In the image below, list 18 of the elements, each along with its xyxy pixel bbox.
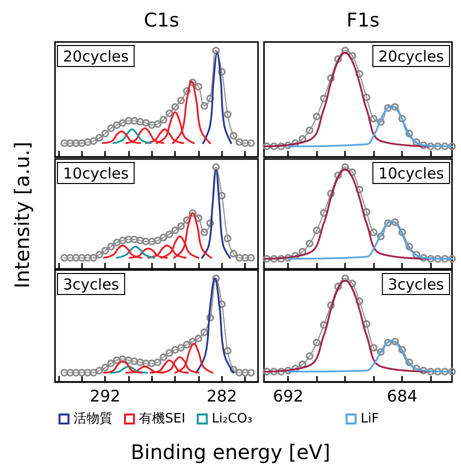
legend-label: 有機SEI [139,412,186,426]
annotation: 10cycles [63,164,129,182]
x-axis-title: Binding energy [eV] [130,440,332,464]
chart-title: C1s [144,10,180,32]
annotation: 3cycles [63,276,120,294]
legend-label: Li₂CO₃ [212,412,252,426]
x-tick-label: 684 [386,386,418,406]
y-axis-title: Intensity [a.u.] [10,142,34,288]
x-tick-label: 692 [272,386,304,406]
annotation: 20cycles [63,48,129,66]
annotation: 3cycles [388,276,444,294]
x-tick-label: 292 [90,386,120,406]
legend-label: 活物質 [74,412,112,426]
annotation: 20cycles [378,48,444,66]
chart-title: F1s [346,10,380,32]
x-tick-label: 282 [206,386,238,406]
legend-label: LiF [360,412,379,426]
annotation: 10cycles [378,164,444,182]
